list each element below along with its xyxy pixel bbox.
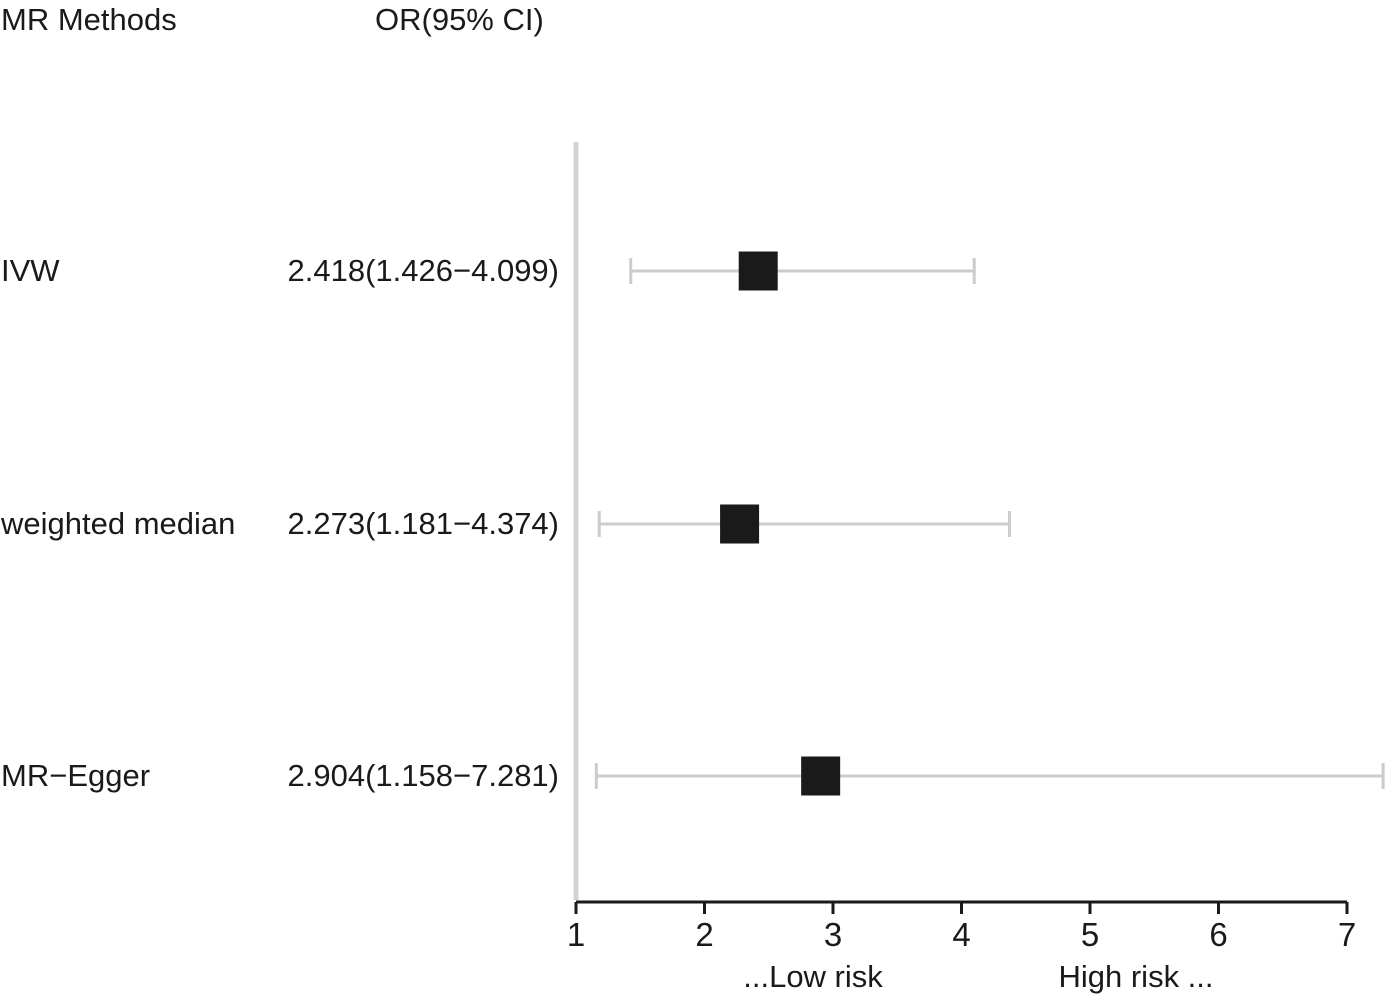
- high-risk-label: High risk ...: [1058, 959, 1213, 994]
- row-method-label: weighted median: [1, 506, 236, 541]
- low-risk-label: ...Low risk: [743, 959, 883, 994]
- x-tick-label: 4: [952, 916, 970, 953]
- row-or-value: 2.904(1.158−7.281): [287, 758, 559, 793]
- x-tick-label: 2: [695, 916, 713, 953]
- row-method-label: IVW: [1, 253, 60, 288]
- row-or-value: 2.418(1.426−4.099): [287, 253, 559, 288]
- method-column-header: MR Methods: [1, 2, 177, 37]
- x-tick-label: 5: [1081, 916, 1099, 953]
- or-point-marker: [801, 756, 841, 796]
- x-tick-label: 1: [567, 916, 585, 953]
- or-point-marker: [720, 504, 760, 544]
- row-method-label: MR−Egger: [1, 758, 151, 793]
- x-tick-label: 3: [824, 916, 842, 953]
- row-or-value: 2.273(1.181−4.374): [287, 506, 559, 541]
- or-point-marker: [738, 251, 778, 291]
- x-tick-label: 6: [1209, 916, 1227, 953]
- x-tick-label: 7: [1338, 916, 1356, 953]
- or-column-header: OR(95% CI): [375, 2, 544, 37]
